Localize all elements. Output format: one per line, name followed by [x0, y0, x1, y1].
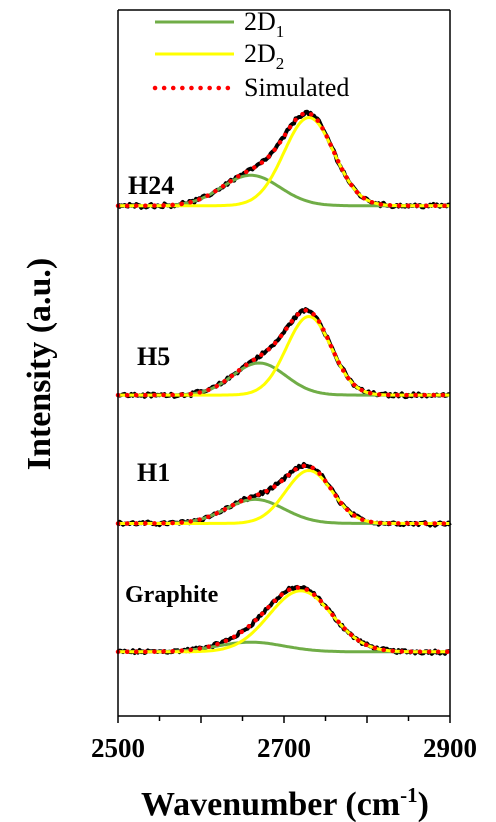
x-tick-label: 2900	[423, 733, 477, 763]
plot-series-group	[115, 109, 453, 656]
simulated-fit-h5	[115, 308, 453, 398]
simulated-fit-h1	[115, 463, 453, 526]
series-labels-group: Graphite H1 H5 H24	[125, 171, 219, 608]
legend-label-0: 2D1	[244, 7, 284, 41]
series-h5	[115, 307, 453, 400]
legend-label-1: 2D2	[244, 39, 284, 73]
series-h24	[115, 109, 453, 210]
series-label-h5: H5	[137, 342, 170, 371]
x-tick-label: 2700	[257, 733, 311, 763]
simulated-fit-graphite	[115, 585, 453, 655]
x-tick-label: 2500	[91, 733, 145, 763]
legend-label-2: Simulated	[244, 73, 349, 102]
series-h1	[115, 462, 453, 528]
axes-group: 2500 2700 2900	[91, 9, 477, 763]
x-axis-label: Wavenumber (cm-1)	[141, 783, 429, 822]
d1-fit-h1	[118, 497, 450, 525]
series-label-h24: H24	[128, 171, 174, 200]
series-label-graphite: Graphite	[125, 582, 219, 608]
y-axis-label: Intensity (a.u.)	[21, 258, 58, 471]
series-label-h1: H1	[137, 458, 170, 487]
simulated-fit-h24	[115, 110, 453, 209]
series-graphite	[115, 584, 453, 656]
